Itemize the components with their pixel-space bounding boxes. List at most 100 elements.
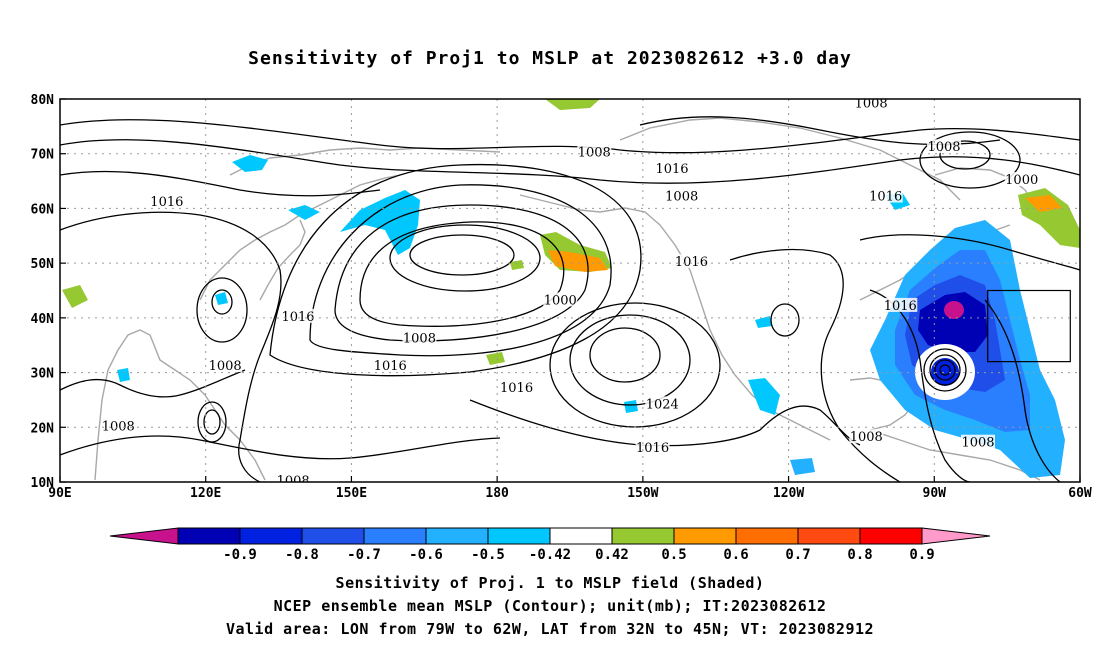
colorbar-label-2: -0.7 xyxy=(347,547,381,563)
contour-label-bg-3 xyxy=(655,161,689,176)
shade-indochina xyxy=(117,368,130,382)
shade-korea xyxy=(215,292,228,305)
contour-label-1: 1008 xyxy=(578,146,611,161)
contour-asia-1008 xyxy=(60,369,246,398)
contour-label-21: 1016 xyxy=(636,441,669,456)
contour-label-10: 1000 xyxy=(544,293,577,308)
colorbar-label-0: -0.9 xyxy=(223,547,257,563)
caption-shading: Sensitivity of Proj. 1 to MSLP field (Sh… xyxy=(335,574,765,592)
contour-label-bg-14 xyxy=(373,358,408,373)
lon-axis: 90E 120E 150E 180 150W 120W 90W 60W xyxy=(48,476,1092,501)
contour-low-1008 xyxy=(334,204,589,342)
valid-area-box xyxy=(987,289,1071,363)
contour-label-18: 1008 xyxy=(102,419,135,434)
contour-1016-pacific xyxy=(269,163,642,377)
contour-high-1028 xyxy=(589,327,661,383)
contour-arctic-1008 xyxy=(60,119,1080,154)
shade-pacific-pos-small xyxy=(510,260,524,270)
colorbar-label-5: -0.42 xyxy=(529,547,571,563)
contour-high-1024 xyxy=(569,314,691,406)
lat-tick-label-4: 50N xyxy=(31,257,55,272)
map-plot-area: 1008 1008 1008 1016 1016 1000 1008 1016 1016 1016… xyxy=(31,93,1092,501)
contour-label-bg-15 xyxy=(208,358,243,373)
contour-label-bg-20 xyxy=(961,434,995,449)
contour-label-2: 1008 xyxy=(927,140,960,155)
contour-labrador-1000 xyxy=(919,131,1021,189)
caption-valid-area: Valid area: LON from 79W to 62W, LAT fro… xyxy=(225,620,875,638)
contour-label-0: 1008 xyxy=(855,96,888,111)
contour-mex-1008 xyxy=(759,405,861,446)
colorbar-label-10: 0.8 xyxy=(847,547,872,563)
shade-arctic-pos xyxy=(545,99,600,110)
lat-tick-label-2: 30N xyxy=(31,367,55,382)
contour-low-1000 xyxy=(389,224,541,292)
shade-gulf-alaska-pos2 xyxy=(548,250,608,272)
contour-atl-1008 xyxy=(984,299,1061,482)
contour-label-bg-21 xyxy=(635,440,670,455)
contour-label-5: 1000 xyxy=(1005,173,1038,188)
contour-label-bg-0 xyxy=(854,99,889,110)
lon-tick-label-7: 60W xyxy=(1068,486,1092,501)
contour-label-bg-16 xyxy=(499,379,534,394)
shade-mexico xyxy=(790,458,815,475)
contour-label-11: 1016 xyxy=(884,299,917,314)
contour-low-1004 xyxy=(359,221,565,327)
contour-arctic-1012 xyxy=(60,139,1080,184)
lat-tick-label-6: 70N xyxy=(31,148,55,163)
shade-siberia xyxy=(232,155,268,172)
plot-frame xyxy=(59,98,1081,483)
coastline-caribbean xyxy=(869,429,1041,481)
contour-label-bg-4 xyxy=(868,188,903,203)
figure-title: Sensitivity of Proj1 to MSLP at 20230826… xyxy=(248,48,852,69)
lat-tick-label-0: 10N xyxy=(31,476,55,491)
lon-tick-label-3: 180 xyxy=(485,486,509,501)
colorbar-box-10 xyxy=(797,527,861,545)
colorbar-box-2 xyxy=(301,527,365,545)
contour-1012 xyxy=(309,184,612,357)
lat-tick-label-5: 60N xyxy=(31,202,55,217)
lat-tick-label-1: 20N xyxy=(31,421,55,436)
coastline-japan xyxy=(259,219,306,301)
shade-neg-090 xyxy=(944,301,964,319)
shade-california xyxy=(748,378,780,415)
shade-pacific-north xyxy=(340,190,420,255)
contour-label-7: 1016 xyxy=(150,195,183,210)
colorbar-label-7: 0.5 xyxy=(661,547,686,563)
contour-label-bg-1 xyxy=(577,144,612,159)
colorbar-box-1 xyxy=(239,527,303,545)
lon-tick-label-0: 90E xyxy=(48,486,71,501)
contour-label-bg-10 xyxy=(543,292,578,307)
mslp-contours xyxy=(60,116,1080,482)
coastline-arctic-canada xyxy=(619,117,961,201)
contour-label-bg-5 xyxy=(1004,172,1039,187)
contour-china-low-1 xyxy=(203,409,221,435)
contour-label-15: 1008 xyxy=(209,359,242,374)
contour-label-bg-22 xyxy=(276,473,311,482)
contour-label-bg-2 xyxy=(927,139,961,154)
colorbar-box-11 xyxy=(859,527,923,545)
coastline-asia-east xyxy=(199,174,401,301)
contour-label-17: 1024 xyxy=(646,397,679,412)
contour-hurricane-4 xyxy=(923,348,967,392)
contour-label-bg-7 xyxy=(149,193,184,208)
contour-atl-1012 xyxy=(869,289,971,482)
contour-label-14: 1016 xyxy=(374,359,407,374)
contour-label-bg-19 xyxy=(849,429,884,444)
colorbar-box-8 xyxy=(673,527,737,545)
contour-south-1008 xyxy=(60,435,501,460)
contour-label-bg-11 xyxy=(883,297,918,312)
coastline-labrador xyxy=(934,167,1036,206)
lon-tick-label-2: 150E xyxy=(336,486,367,501)
colorbar-label-4: -0.5 xyxy=(471,547,505,563)
contour-label-20: 1008 xyxy=(961,436,994,451)
contour-label-bg-12 xyxy=(281,308,315,323)
sensitivity-shading xyxy=(62,99,1080,478)
lon-tick-label-1: 120E xyxy=(190,486,221,501)
contour-low-996 xyxy=(409,234,515,276)
contour-na-1016 xyxy=(729,248,901,482)
lon-tick-label-6: 90W xyxy=(923,486,947,501)
lon-tick-label-4: 150W xyxy=(627,486,658,501)
colorbar-box-3 xyxy=(363,527,427,545)
contour-label-4: 1016 xyxy=(869,189,902,204)
